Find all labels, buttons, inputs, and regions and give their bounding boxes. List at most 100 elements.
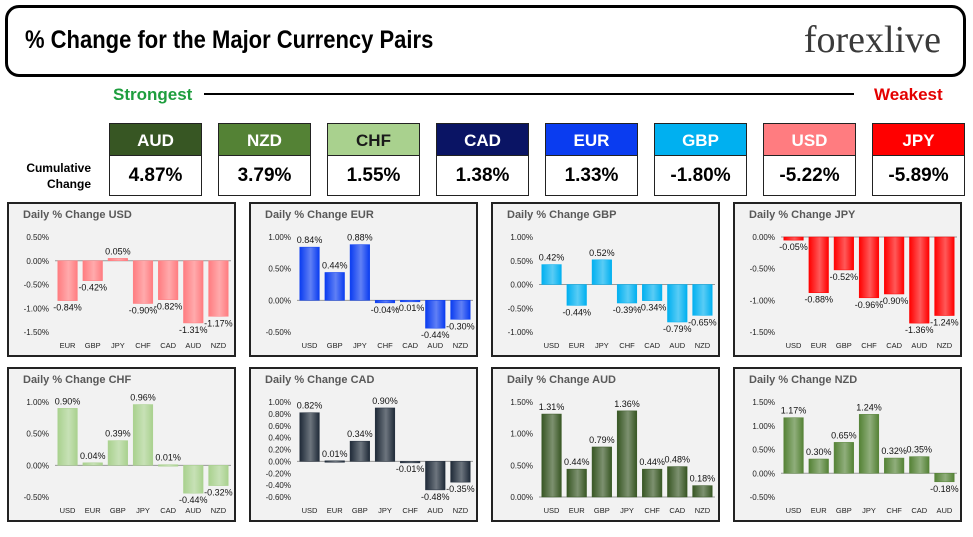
x-tick-label: GBP xyxy=(836,341,852,350)
bar-chf xyxy=(400,461,421,464)
y-tick-label: 0.50% xyxy=(510,257,533,266)
bar-aud xyxy=(425,300,446,329)
y-tick-label: 0.00% xyxy=(268,296,291,305)
y-tick-label: 0.50% xyxy=(510,461,533,470)
data-label: 0.01% xyxy=(155,453,181,463)
bar-chf xyxy=(858,236,880,299)
y-tick-label: 0.20% xyxy=(268,446,291,455)
data-label: 0.79% xyxy=(589,435,615,445)
x-tick-label: CHF xyxy=(402,506,418,515)
y-tick-label: -0.60% xyxy=(266,493,291,502)
y-tick-label: 0.00% xyxy=(268,457,291,466)
x-tick-label: JPY xyxy=(111,341,125,350)
y-tick-label: 0.00% xyxy=(26,257,49,266)
x-tick-label: GBP xyxy=(352,506,368,515)
data-label: 0.44% xyxy=(322,260,348,270)
x-tick-label: EUR xyxy=(569,341,585,350)
x-tick-label: NZD xyxy=(695,506,711,515)
x-tick-label: GBP xyxy=(110,506,126,515)
x-tick-label: GBP xyxy=(85,341,101,350)
bar-nzd xyxy=(934,236,955,316)
data-label: -1.24% xyxy=(930,318,959,328)
bar-jpy xyxy=(374,407,396,462)
currency-value-usd: -5.22% xyxy=(763,156,856,196)
bar-usd xyxy=(541,413,562,498)
bar-cad xyxy=(642,284,663,301)
bar-gbp xyxy=(324,272,345,301)
x-tick-label: AUD xyxy=(427,341,443,350)
bar-chf xyxy=(374,300,396,304)
x-tick-label: JPY xyxy=(378,506,392,515)
bar-eur xyxy=(57,260,78,301)
bar-cad xyxy=(158,260,179,300)
data-label: 1.17% xyxy=(781,406,807,416)
x-tick-label: CHF xyxy=(886,506,902,515)
y-tick-label: -1.00% xyxy=(24,304,49,313)
data-label: 0.32% xyxy=(881,446,907,456)
chart-title: Daily % Change JPY xyxy=(749,209,856,221)
data-label: -0.18% xyxy=(930,484,959,494)
y-tick-label: 1.00% xyxy=(510,430,533,439)
bar-nzd xyxy=(208,465,229,486)
bar-nzd xyxy=(208,260,229,317)
data-label: -0.82% xyxy=(154,302,183,312)
y-tick-label: 1.00% xyxy=(268,398,291,407)
chart-title: Daily % Change GBP xyxy=(507,209,617,221)
bar-usd xyxy=(299,246,320,301)
currency-value-aud: 4.87% xyxy=(109,156,202,196)
y-tick-label: 0.50% xyxy=(26,430,49,439)
data-label: 0.65% xyxy=(831,430,857,440)
x-tick-label: EUR xyxy=(60,341,76,350)
chart-title: Daily % Change EUR xyxy=(265,209,374,221)
bar-aud xyxy=(425,461,446,491)
x-tick-label: JPY xyxy=(862,506,876,515)
y-tick-label: 0.00% xyxy=(510,281,533,290)
chart-eur: 1.00% 0.50% 0.00% -0.50% 0.84% USD 0.44% GBP 0.8… xyxy=(266,233,475,350)
x-tick-label: USD xyxy=(302,341,318,350)
data-label: -1.31% xyxy=(179,325,208,335)
currency-name-chf: CHF xyxy=(327,123,420,156)
y-tick-label: -0.40% xyxy=(266,481,291,490)
bar-chf xyxy=(616,284,638,304)
data-label: -0.30% xyxy=(446,321,475,331)
y-tick-label: 1.50% xyxy=(752,398,775,407)
y-tick-label: 0.50% xyxy=(752,446,775,455)
data-label: -0.42% xyxy=(78,283,107,293)
x-tick-label: NZD xyxy=(453,506,469,515)
weakest-label: Weakest xyxy=(874,85,943,104)
data-label: -0.88% xyxy=(804,295,833,305)
bar-gbp xyxy=(82,260,103,281)
data-label: 0.30% xyxy=(806,447,832,457)
bar-nzd xyxy=(692,485,713,498)
data-label: 1.24% xyxy=(856,402,882,412)
x-tick-label: USD xyxy=(786,506,802,515)
bar-gbp xyxy=(833,236,854,271)
x-tick-label: EUR xyxy=(327,506,343,515)
y-tick-label: 1.00% xyxy=(510,233,533,242)
currency-name-usd: USD xyxy=(763,123,856,156)
bar-nzd xyxy=(692,284,713,316)
currency-value-jpy: -5.89% xyxy=(872,156,965,196)
bar-gbp xyxy=(833,442,854,474)
currency-name-aud: AUD xyxy=(109,123,202,156)
chart-title: Daily % Change CHF xyxy=(23,374,132,386)
data-label: -0.04% xyxy=(371,305,400,315)
chart-panel-gbp: Daily % Change GBP 1.00% 0.50% 0.00% -0.50%… xyxy=(491,202,720,357)
x-tick-label: USD xyxy=(786,341,802,350)
data-label: 0.18% xyxy=(690,474,716,484)
bar-cad xyxy=(400,300,421,303)
x-tick-label: CHF xyxy=(135,341,151,350)
x-tick-label: CHF xyxy=(619,341,635,350)
data-label: 0.84% xyxy=(297,235,323,245)
data-label: -0.90% xyxy=(129,306,158,316)
y-tick-label: -1.00% xyxy=(508,328,533,337)
x-tick-label: AUD xyxy=(911,341,927,350)
bar-aud xyxy=(183,260,204,324)
bar-aud xyxy=(183,465,204,494)
y-tick-label: 0.40% xyxy=(268,434,291,443)
x-tick-label: NZD xyxy=(453,341,469,350)
data-label: 0.52% xyxy=(589,248,615,258)
bar-aud xyxy=(934,473,955,483)
x-tick-label: NZD xyxy=(937,341,953,350)
currency-name-eur: EUR xyxy=(545,123,638,156)
